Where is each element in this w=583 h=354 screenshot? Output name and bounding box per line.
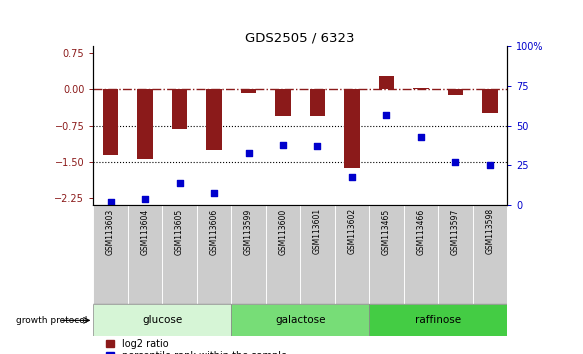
Bar (93, 304, 231, 336)
Title: GDS2505 / 6323: GDS2505 / 6323 (245, 32, 355, 45)
Bar (403, 205, 438, 304)
Bar (266, 205, 300, 304)
Text: GSM113600: GSM113600 (279, 208, 287, 255)
Bar (369, 304, 507, 336)
Text: raffinose: raffinose (415, 315, 461, 325)
Bar (231, 205, 266, 304)
Text: GSM113605: GSM113605 (175, 208, 184, 255)
Text: GSM113602: GSM113602 (347, 208, 356, 255)
Bar (162, 205, 196, 304)
Text: GSM113598: GSM113598 (486, 208, 494, 255)
Text: GSM113465: GSM113465 (382, 208, 391, 255)
Point (141, 196, 150, 202)
Bar (344, 90, 360, 168)
Bar (137, 90, 153, 159)
Bar (231, 304, 369, 336)
Text: GSM113597: GSM113597 (451, 208, 460, 255)
Point (347, 174, 357, 179)
Bar (335, 205, 369, 304)
Text: growth protocol: growth protocol (16, 316, 87, 325)
Bar (196, 205, 231, 304)
Point (175, 180, 184, 186)
Point (382, 112, 391, 117)
Bar (300, 205, 335, 304)
Bar (482, 90, 498, 113)
Bar (93, 205, 128, 304)
Bar (206, 90, 222, 150)
Text: GSM113601: GSM113601 (313, 208, 322, 255)
Bar (448, 90, 463, 95)
Bar (241, 90, 257, 93)
Bar (369, 205, 403, 304)
Bar (172, 90, 187, 129)
Text: GSM113606: GSM113606 (209, 208, 219, 255)
Text: GSM113599: GSM113599 (244, 208, 253, 255)
Bar (438, 205, 473, 304)
Text: GSM113603: GSM113603 (106, 208, 115, 255)
Bar (310, 90, 325, 116)
Point (244, 150, 253, 155)
Text: glucose: glucose (142, 315, 182, 325)
Bar (103, 90, 118, 155)
Point (416, 134, 426, 139)
Legend: log2 ratio, percentile rank within the sample: log2 ratio, percentile rank within the s… (107, 339, 287, 354)
Bar (413, 88, 429, 90)
Point (278, 142, 287, 148)
Bar (275, 90, 291, 116)
Point (106, 199, 115, 205)
Bar (379, 76, 394, 90)
Point (451, 159, 460, 165)
Point (209, 190, 219, 195)
Text: GSM113604: GSM113604 (141, 208, 149, 255)
Text: GSM113466: GSM113466 (416, 208, 426, 255)
Bar (473, 205, 507, 304)
Text: galactose: galactose (275, 315, 325, 325)
Point (313, 144, 322, 149)
Bar (128, 205, 162, 304)
Point (485, 163, 494, 169)
